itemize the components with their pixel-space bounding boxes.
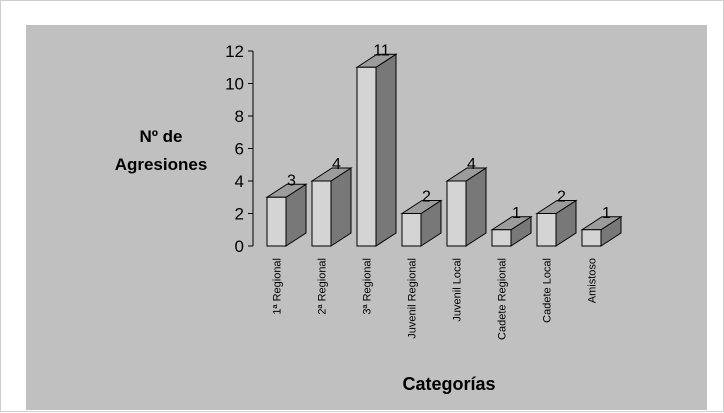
y-axis: 0 2 4 6 8 10 12 bbox=[225, 42, 254, 256]
bar-data-label: 11 bbox=[373, 42, 390, 59]
bar: 1 bbox=[490, 205, 533, 247]
bar-front-face bbox=[401, 213, 422, 247]
bar-data-label: 4 bbox=[332, 156, 341, 173]
bar: 11 bbox=[355, 42, 398, 247]
bar-data-label: 2 bbox=[557, 189, 566, 206]
y-axis-title-line-1: Nº de bbox=[139, 127, 182, 146]
category-label: Juvenil Regional bbox=[407, 258, 419, 339]
y-tick-label: 6 bbox=[235, 140, 244, 159]
bar-data-label: 1 bbox=[512, 205, 521, 222]
bar-front-face bbox=[266, 196, 287, 247]
category-label: Juvenil Local bbox=[452, 258, 464, 322]
category-label: Cadete Regional bbox=[497, 258, 509, 340]
bar-side-face bbox=[465, 167, 487, 247]
category-label: 2ª Regional bbox=[317, 258, 329, 315]
bar-front-face bbox=[536, 213, 557, 247]
bar-data-label: 3 bbox=[287, 172, 296, 189]
bar: 2 bbox=[535, 189, 578, 247]
bar-front-face bbox=[356, 66, 377, 247]
category-label: Amistoso bbox=[587, 258, 599, 303]
category-label: 1ª Regional bbox=[272, 258, 284, 315]
bar-side-face bbox=[330, 167, 352, 247]
y-tick-label: 2 bbox=[235, 205, 244, 224]
bar-data-label: 1 bbox=[602, 205, 611, 222]
y-tick-label: 4 bbox=[235, 172, 244, 191]
y-tick-label: 12 bbox=[225, 42, 244, 61]
bar-front-face bbox=[446, 180, 467, 247]
bars-group: 3 4 11 2 4 1 2 1 bbox=[265, 42, 623, 247]
category-label: Cadete Local bbox=[542, 258, 554, 323]
bar-front-face bbox=[491, 229, 512, 247]
bar-data-label: 4 bbox=[467, 156, 476, 173]
bar: 3 bbox=[265, 172, 308, 247]
bar: 4 bbox=[310, 156, 353, 247]
bar: 2 bbox=[400, 189, 443, 247]
bar-data-label: 2 bbox=[422, 189, 431, 206]
y-tick-label: 10 bbox=[225, 75, 244, 94]
bar: 1 bbox=[580, 205, 623, 247]
y-tick-label: 0 bbox=[235, 237, 244, 256]
bar-front-face bbox=[581, 229, 602, 247]
category-label: 3ª Regional bbox=[362, 258, 374, 315]
bar-side-face bbox=[375, 53, 397, 247]
y-axis-title-line-2: Agresiones bbox=[115, 155, 208, 174]
bar: 4 bbox=[445, 156, 488, 247]
y-tick-label: 8 bbox=[235, 107, 244, 126]
x-axis-title: Categorías bbox=[402, 374, 495, 394]
bar-front-face bbox=[311, 180, 332, 247]
category-labels: 1ª Regional 2ª Regional 3ª Regional Juvenil… bbox=[272, 258, 599, 340]
